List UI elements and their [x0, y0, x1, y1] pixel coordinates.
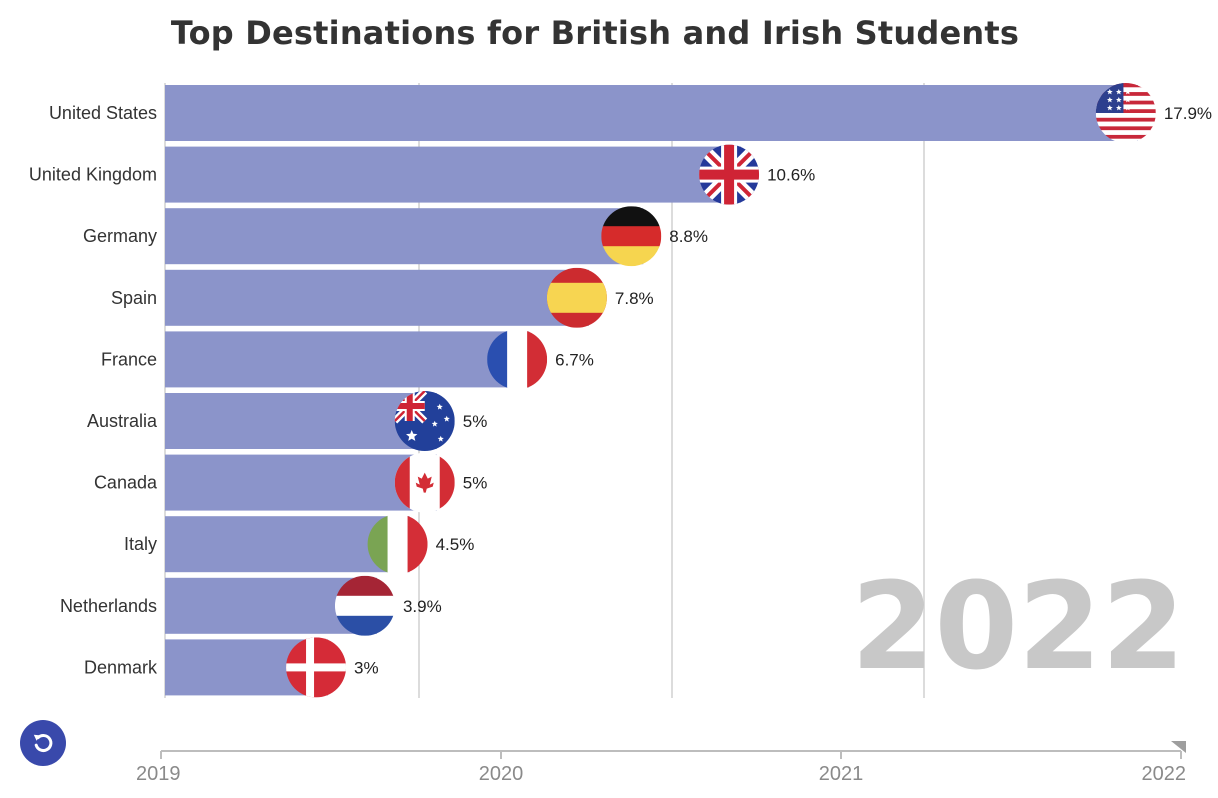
timeline-handle[interactable] — [1171, 741, 1186, 753]
germany-flag-icon — [601, 206, 662, 267]
replay-icon — [33, 734, 53, 752]
category-label: Denmark — [84, 657, 158, 677]
italy-flag-icon — [367, 514, 428, 575]
bar-row: Canada 5% — [94, 452, 488, 513]
bar-row: United Kingdom 10.6% — [29, 144, 815, 205]
category-label: France — [101, 349, 157, 369]
canada-flag-icon — [394, 452, 455, 513]
category-label: Canada — [94, 473, 158, 493]
netherlands-flag-icon — [334, 575, 395, 636]
timeline[interactable]: 2019 2020 2021 2022 — [136, 741, 1186, 785]
category-label: United States — [49, 103, 157, 123]
us-flag-icon — [1095, 83, 1156, 143]
france-flag-icon — [487, 329, 548, 390]
value-label: 8.8% — [669, 227, 708, 246]
bar — [165, 454, 437, 511]
australia-flag-icon — [394, 391, 455, 451]
value-label: 5% — [463, 412, 488, 431]
bar-row: Italy 4.5% — [124, 514, 475, 575]
bar-row: Netherlands 3.9% — [60, 575, 442, 636]
bar — [165, 208, 644, 265]
timeline-label: 2021 — [819, 763, 864, 785]
value-label: 4.5% — [436, 535, 475, 554]
category-label: Spain — [111, 288, 157, 308]
bar-row: Germany 8.8% — [83, 206, 708, 267]
category-label: Germany — [83, 226, 157, 246]
value-label: 10.6% — [767, 166, 815, 185]
bar — [165, 393, 437, 449]
uk-flag-icon — [699, 144, 760, 205]
year-watermark: 2022 — [851, 558, 1185, 697]
value-label: 6.7% — [555, 350, 594, 369]
bar-row: France 6.7% — [101, 329, 594, 390]
replay-button[interactable] — [20, 720, 66, 766]
bar-row: Spain 7.8% — [111, 267, 654, 328]
value-label: 3% — [354, 658, 379, 677]
bar — [165, 85, 1138, 141]
value-label: 3.9% — [403, 597, 442, 616]
chart-title: Top Destinations for British and Irish S… — [170, 14, 1020, 52]
category-label: Netherlands — [60, 596, 157, 616]
category-label: Australia — [87, 411, 158, 431]
timeline-label: 2020 — [479, 763, 524, 785]
denmark-flag-icon — [286, 637, 347, 698]
category-label: United Kingdom — [29, 165, 157, 185]
value-label: 17.9% — [1164, 104, 1212, 123]
spain-flag-icon — [546, 267, 607, 328]
value-label: 5% — [463, 474, 488, 493]
bar-row: Denmark 3% — [84, 637, 379, 698]
bar-row: Australia 5% — [87, 391, 487, 451]
bar-row: United States 17.9% — [49, 83, 1212, 143]
category-label: Italy — [124, 534, 157, 554]
timeline-label: 2019 — [136, 763, 181, 785]
bar — [165, 331, 530, 388]
bar — [165, 146, 742, 203]
value-label: 7.8% — [615, 289, 654, 308]
bar — [165, 269, 589, 326]
timeline-label: 2022 — [1142, 763, 1187, 785]
